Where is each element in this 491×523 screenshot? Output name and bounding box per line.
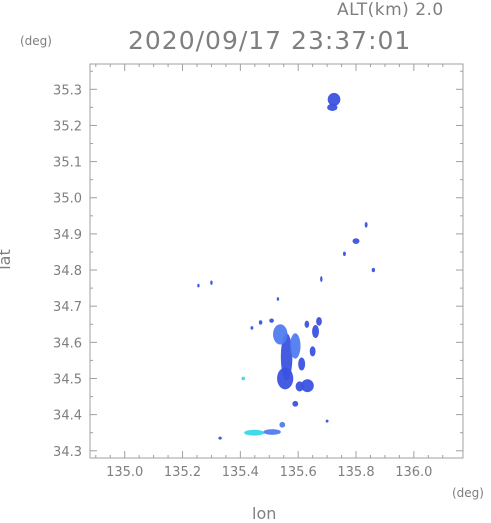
echo-cell-20 bbox=[352, 238, 360, 245]
y-tick-label: 34.3 bbox=[53, 445, 82, 460]
echo-cell-3 bbox=[277, 367, 294, 390]
x-tick-label: 135.6 bbox=[280, 465, 317, 480]
echo-cell-9 bbox=[312, 324, 320, 338]
echo-cell-1 bbox=[327, 103, 338, 111]
y-tick-label: 35.3 bbox=[53, 83, 82, 98]
echo-cell-17 bbox=[244, 429, 265, 436]
echo-cell-15 bbox=[292, 400, 299, 407]
echo-cell-13 bbox=[269, 318, 274, 323]
y-tick-label: 34.7 bbox=[53, 300, 82, 315]
echo-cell-18 bbox=[263, 429, 281, 435]
echo-cell-8 bbox=[295, 381, 304, 392]
echo-cell-14 bbox=[250, 326, 254, 330]
x-tick-label: 135.4 bbox=[222, 465, 259, 480]
y-tick-label: 35.1 bbox=[53, 156, 82, 171]
echo-cell-29 bbox=[210, 280, 213, 285]
plot-frame bbox=[89, 63, 464, 459]
echo-cell-26 bbox=[325, 419, 329, 423]
y-unit-label: (deg) bbox=[20, 34, 52, 48]
x-axis-label: lon bbox=[252, 504, 277, 523]
x-tick-label: 135.8 bbox=[337, 465, 374, 480]
x-unit-label: (deg) bbox=[452, 486, 484, 500]
echo-cell-5 bbox=[290, 333, 301, 359]
y-tick-label: 35.2 bbox=[53, 119, 82, 134]
echo-cell-12 bbox=[258, 320, 263, 325]
x-tick-label: 135.2 bbox=[164, 465, 201, 480]
y-tick-label: 34.4 bbox=[53, 409, 82, 424]
echo-cell-7 bbox=[301, 379, 314, 393]
y-ticks: 34.3 34.4 34.5 34.6 34.7 34.8 34.9 35.0 35.1 35.2… bbox=[53, 70, 463, 460]
echo-cell-28 bbox=[197, 283, 200, 288]
echo-cell-10 bbox=[309, 346, 316, 357]
echo-cell-25 bbox=[304, 320, 310, 328]
echo-cell-23 bbox=[343, 251, 346, 256]
echo-cell-4 bbox=[273, 324, 288, 345]
echo-layer bbox=[197, 92, 376, 440]
echo-cell-21 bbox=[364, 221, 368, 228]
altitude-label: ALT(km) 2.0 bbox=[337, 0, 444, 20]
y-tick-label: 35.0 bbox=[53, 192, 82, 207]
x-tick-label: 136.0 bbox=[395, 465, 432, 480]
echo-cell-16 bbox=[279, 421, 286, 428]
echo-cell-6 bbox=[298, 357, 306, 371]
chart-title-timestamp: 2020/09/17 23:37:01 bbox=[128, 26, 412, 55]
echo-cell-27 bbox=[218, 436, 222, 440]
y-tick-label: 34.6 bbox=[53, 336, 82, 351]
echo-cell-30 bbox=[276, 297, 280, 301]
echo-cell-24 bbox=[320, 276, 323, 282]
echo-cell-22 bbox=[371, 267, 376, 273]
y-axis-label: lat bbox=[0, 249, 14, 270]
x-tick-label: 135.0 bbox=[106, 465, 143, 480]
echo-cell-19 bbox=[241, 376, 245, 381]
echo-cell-11 bbox=[316, 317, 322, 326]
y-tick-label: 34.8 bbox=[53, 264, 82, 279]
x-ticks: 135.0 135.2 135.4 135.6 135.8 136.0 bbox=[95, 64, 444, 480]
y-tick-label: 34.9 bbox=[53, 228, 82, 243]
y-tick-label: 34.5 bbox=[53, 372, 82, 387]
echo-cell-0 bbox=[327, 92, 341, 106]
